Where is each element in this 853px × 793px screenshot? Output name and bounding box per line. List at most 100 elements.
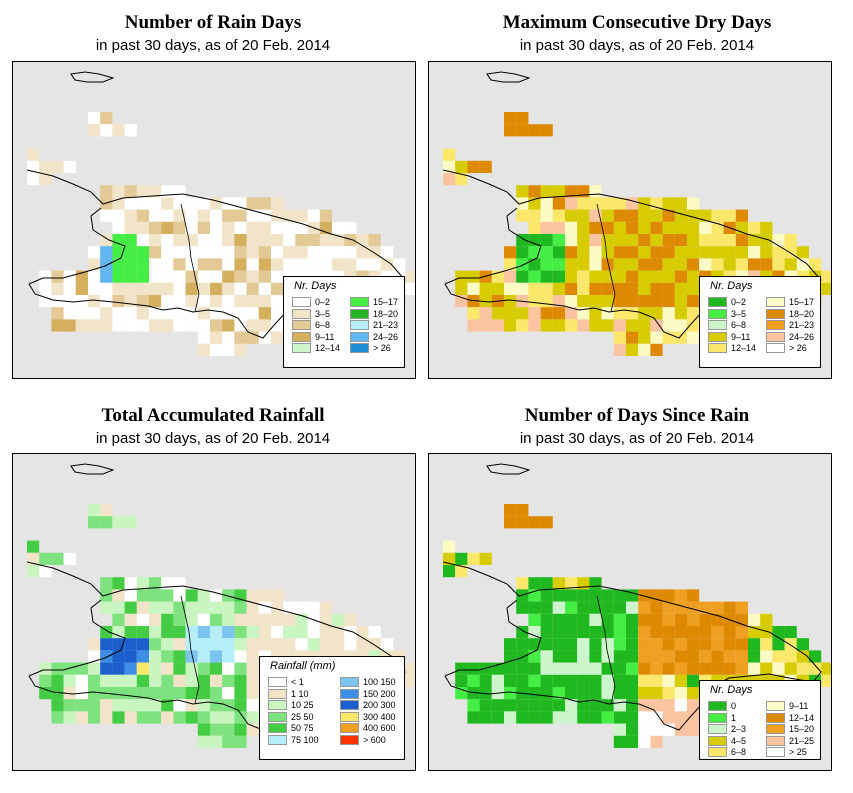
grid-cell — [626, 601, 639, 614]
grid-cell — [577, 234, 590, 247]
grid-cell — [210, 723, 223, 736]
grid-cell — [479, 295, 492, 308]
grid-cell — [491, 307, 504, 320]
grid-cell — [136, 282, 149, 295]
grid-cell — [100, 319, 113, 332]
grid-cell — [246, 246, 259, 259]
grid-cell — [27, 565, 40, 578]
grid-cell — [626, 699, 639, 712]
grid-cell — [626, 246, 639, 259]
map-days-since-rain: Nr. Days 0 1 2–3 4–5 6–8 9–11 12–14 15–20 21–25 >… — [428, 453, 832, 771]
border-line — [180, 203, 200, 313]
grid-cell — [540, 307, 553, 320]
grid-cell — [161, 209, 174, 222]
grid-cell — [210, 613, 223, 626]
grid-cell — [173, 650, 186, 663]
grid-cell — [687, 674, 700, 687]
grid-cell — [528, 185, 541, 198]
grid-cell — [650, 258, 663, 271]
grid-cell — [210, 307, 223, 320]
grid-cell — [124, 234, 137, 247]
grid-cell — [565, 234, 578, 247]
grid-cell — [149, 687, 162, 700]
legend-swatch — [340, 677, 359, 687]
legend-label: > 26 — [789, 343, 807, 353]
grid-cell — [674, 295, 687, 308]
legend-swatch — [766, 297, 785, 307]
legend-swatch — [766, 747, 785, 757]
grid-cell — [222, 735, 235, 748]
grid-cell — [234, 601, 247, 614]
grid-cell — [467, 699, 480, 712]
grid-cell — [283, 601, 296, 614]
grid-cell — [222, 234, 235, 247]
legend-swatch — [708, 747, 727, 757]
grid-cell — [319, 626, 332, 639]
grid-cell — [63, 711, 76, 724]
grid-cell — [784, 662, 797, 675]
grid-cell — [405, 662, 415, 675]
grid-cell — [687, 246, 700, 259]
grid-cell — [197, 319, 210, 332]
grid-cell — [565, 209, 578, 222]
grid-cell — [504, 319, 517, 332]
grid-cell — [552, 674, 565, 687]
grid-cell — [565, 185, 578, 198]
legend-label: 2–3 — [731, 724, 747, 734]
legend-swatch — [766, 320, 785, 330]
grid-cell — [234, 650, 247, 663]
grid-cell — [295, 638, 308, 651]
grid-cell — [75, 674, 88, 687]
grid-cell — [161, 626, 174, 639]
grid-cell — [687, 723, 700, 736]
grid-cell — [344, 221, 357, 234]
grid-cell — [565, 295, 578, 308]
grid-cell — [662, 638, 675, 651]
grid-cell — [674, 650, 687, 663]
grid-cell — [112, 516, 125, 529]
grid-cell — [760, 626, 773, 639]
grid-cell — [528, 270, 541, 283]
grid-cell — [356, 246, 369, 259]
grid-cell — [88, 258, 101, 271]
grid-cell — [455, 160, 468, 173]
grid-cell — [638, 234, 651, 247]
grid-cell — [626, 674, 639, 687]
grid-cell — [112, 687, 125, 700]
grid-cell — [88, 246, 101, 259]
grid-cell — [650, 221, 663, 234]
grid-cell — [197, 662, 210, 675]
grid-cell — [589, 307, 602, 320]
grid-cell — [577, 209, 590, 222]
grid-cell — [613, 221, 626, 234]
grid-cell — [234, 270, 247, 283]
grid-cell — [540, 124, 553, 137]
grid-cell — [760, 650, 773, 663]
grid-cell — [626, 331, 639, 344]
grid-cell — [699, 601, 712, 614]
grid-cell — [467, 282, 480, 295]
grid-cell — [149, 307, 162, 320]
grid-cell — [246, 209, 259, 222]
grid-cell — [784, 626, 797, 639]
grid-cell — [516, 124, 529, 137]
grid-cell — [638, 197, 651, 210]
legend-swatch — [708, 724, 727, 734]
grid-cell — [613, 270, 626, 283]
grid-cell — [222, 246, 235, 259]
grid-cell — [638, 331, 651, 344]
grid-cell — [528, 687, 541, 700]
grid-cell — [197, 331, 210, 344]
grid-cell — [540, 185, 553, 198]
legend-swatch — [350, 320, 369, 330]
grid-cell — [197, 209, 210, 222]
grid-cell — [88, 638, 101, 651]
grid-cell — [210, 258, 223, 271]
grid-cell — [124, 662, 137, 675]
grid-cell — [136, 613, 149, 626]
grid-cell — [332, 613, 345, 626]
grid-cell — [540, 626, 553, 639]
grid-cell — [467, 711, 480, 724]
grid-cell — [809, 258, 822, 271]
grid-cell — [39, 270, 52, 283]
